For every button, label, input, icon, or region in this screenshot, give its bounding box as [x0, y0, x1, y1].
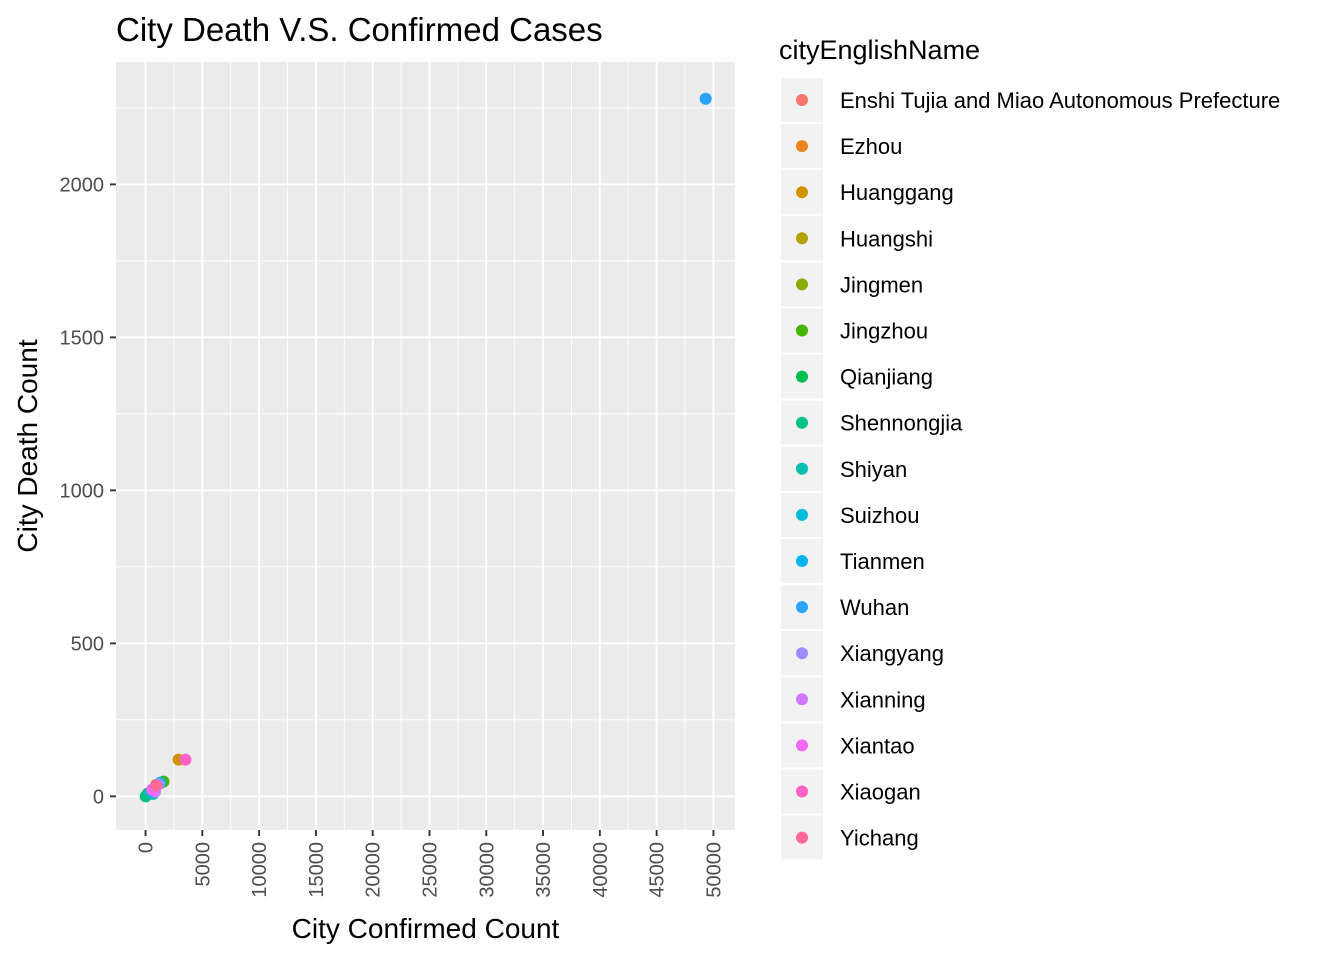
y-tick-label: 2000 [60, 174, 105, 196]
legend-swatch [796, 416, 808, 429]
x-tick-label: 15000 [306, 842, 328, 898]
x-tick-label: 30000 [476, 842, 498, 898]
legend-swatch [796, 831, 808, 844]
legend-label: Shiyan [840, 457, 907, 482]
x-tick-label: 45000 [647, 842, 669, 898]
y-axis-label: City Death Count [12, 339, 43, 552]
data-point [179, 753, 192, 766]
x-tick-label: 20000 [363, 842, 385, 898]
y-tick-label: 0 [93, 786, 104, 808]
y-tick-label: 1000 [60, 480, 105, 502]
legend-label: Suizhou [840, 503, 920, 528]
x-tick-label: 0 [136, 842, 158, 853]
legend-label: Huanggang [840, 180, 954, 205]
x-tick-label: 50000 [703, 842, 725, 898]
x-axis: 0 5000 10000 15000 20000 25000 30000 35000 40000… [136, 830, 725, 898]
plot-panel [116, 62, 735, 830]
legend-label: Ezhou [840, 134, 902, 159]
legend-swatch [796, 739, 808, 752]
data-point [150, 779, 163, 792]
legend-label: Xiantao [840, 733, 915, 758]
x-axis-label: City Confirmed Count [292, 913, 560, 944]
legend-swatch [796, 647, 808, 660]
legend-swatch [796, 94, 808, 106]
x-tick-label: 40000 [590, 842, 612, 898]
legend-swatch [796, 785, 808, 798]
legend-label: Xiangyang [840, 641, 944, 666]
legend-swatch [796, 693, 808, 706]
data-points [139, 92, 712, 803]
chart-title: City Death V.S. Confirmed Cases [116, 11, 603, 48]
legend-label: Huangshi [840, 226, 933, 251]
legend-label: Jingzhou [840, 319, 928, 344]
legend-swatch [796, 462, 808, 475]
legend-swatch [796, 370, 808, 383]
y-axis: 0 500 1000 1500 2000 [60, 174, 116, 808]
legend-swatch [796, 508, 808, 521]
legend-swatch [796, 278, 808, 291]
legend-swatch [796, 140, 808, 153]
x-tick-label: 25000 [419, 842, 441, 898]
x-tick-label: 10000 [249, 842, 271, 898]
legend-swatch [796, 555, 808, 567]
legend-label: Xiaogan [840, 780, 921, 805]
legend-label: Tianmen [840, 549, 925, 574]
minor-gridlines [116, 62, 735, 830]
legend: Enshi Tujia and Miao Autonomous Prefectu… [781, 78, 1280, 860]
y-tick-label: 500 [71, 633, 104, 655]
legend-label: Enshi Tujia and Miao Autonomous Prefectu… [840, 88, 1280, 113]
legend-swatch [796, 601, 808, 614]
legend-swatch [796, 186, 808, 199]
data-point [699, 92, 712, 105]
legend-label: Xianning [840, 687, 926, 712]
legend-swatch [796, 232, 808, 245]
x-tick-label: 35000 [533, 842, 555, 898]
legend-title: cityEnglishName [779, 35, 980, 65]
y-tick-label: 1500 [60, 327, 105, 349]
legend-label: Wuhan [840, 595, 909, 620]
legend-label: Shennongjia [840, 411, 963, 436]
legend-label: Jingmen [840, 272, 923, 297]
legend-label: Qianjiang [840, 365, 933, 390]
x-tick-label: 5000 [192, 842, 214, 887]
major-gridlines [116, 62, 735, 830]
legend-swatch [796, 324, 808, 337]
legend-label: Yichang [840, 826, 919, 851]
